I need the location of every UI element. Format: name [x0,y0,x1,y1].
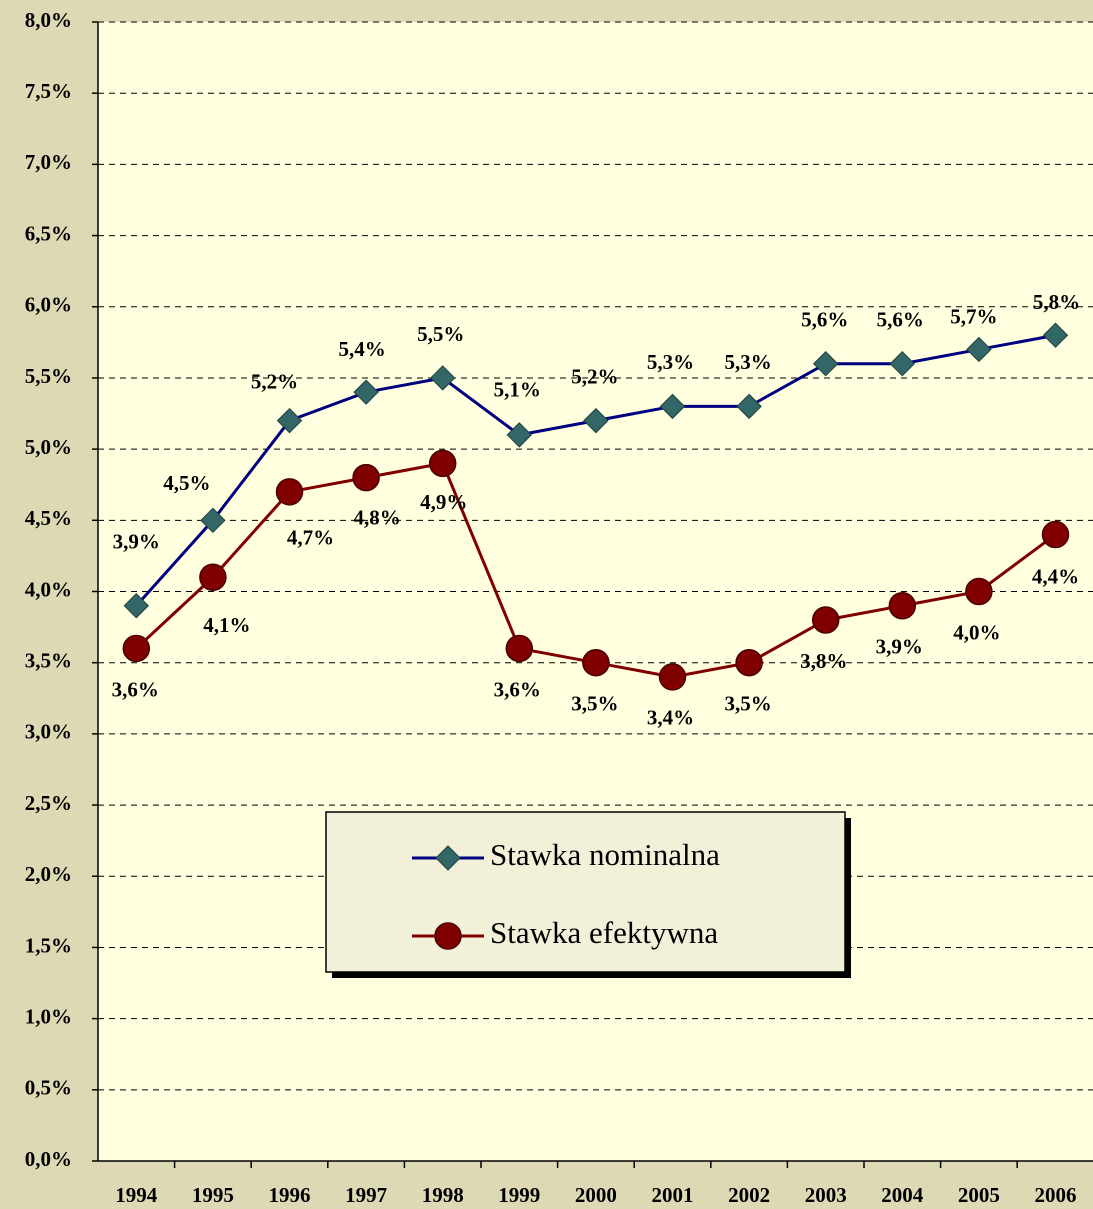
data-label: 3,9% [876,635,923,659]
x-tick-label: 2005 [958,1183,1000,1207]
x-tick-label: 2001 [652,1183,694,1207]
x-tick-label: 1999 [498,1183,540,1207]
data-label: 5,7% [950,304,997,328]
y-tick-label: 2,0% [25,862,72,886]
data-label: 5,1% [494,378,541,402]
y-tick-label: 0,5% [25,1076,72,1100]
data-label: 4,1% [203,613,250,637]
y-tick-label: 1,5% [25,933,72,957]
data-label: 5,3% [724,350,771,374]
y-tick-label: 4,0% [25,577,72,601]
y-tick-label: 8,0% [25,8,72,32]
data-label: 4,8% [353,505,400,529]
marker [200,507,226,534]
data-label: 3,8% [800,649,847,673]
data-label: 3,6% [494,677,541,701]
marker [811,606,840,634]
marker [275,478,304,506]
marker [735,648,763,677]
marker [888,591,917,620]
marker [435,845,461,871]
marker [582,648,610,677]
marker [353,379,379,405]
data-label: 4,4% [1032,564,1079,588]
y-tick-label: 3,0% [25,720,72,744]
y-tick-label: 3,5% [25,649,72,673]
x-tick-label: 2002 [728,1183,770,1207]
y-tick-label: 7,0% [25,150,72,174]
y-tick-label: 5,0% [25,435,72,459]
data-label: 5,2% [251,369,298,393]
x-tick-label: 2003 [805,1183,847,1207]
y-tick-label: 6,0% [25,293,72,317]
data-label: 5,4% [338,337,385,361]
x-tick-label: 1996 [269,1183,311,1207]
x-tick-label: 1994 [115,1183,158,1207]
legend-label: Stawka efektywna [490,915,718,950]
marker [659,393,686,420]
x-tick-label: 2004 [881,1183,924,1207]
marker [276,407,303,434]
legend-label: Stawka nominalna [490,837,720,872]
marker [429,365,456,391]
marker [434,922,462,950]
y-tick-label: 6,5% [25,221,72,245]
marker [1042,322,1069,348]
data-label: 3,6% [112,677,159,701]
marker [122,634,151,663]
data-label: 4,7% [287,526,334,550]
y-tick-label: 7,5% [25,79,72,103]
y-tick-label: 1,0% [25,1004,72,1028]
data-label: 4,0% [953,620,1000,644]
marker [889,350,916,377]
y-tick-label: 4,5% [25,506,72,530]
data-label: 4,5% [163,471,210,495]
x-tick-label: 1997 [345,1183,387,1207]
y-tick-label: 2,5% [25,791,72,815]
marker [123,593,150,619]
x-tick-label: 1998 [422,1183,464,1207]
legend [325,811,846,973]
marker [352,463,380,492]
marker [506,422,533,448]
data-label: 3,5% [571,692,618,716]
data-label: 5,6% [877,308,924,332]
data-label: 5,5% [417,322,464,346]
x-tick-label: 1995 [192,1183,234,1207]
marker [199,563,227,592]
y-tick-label: 0,0% [25,1147,72,1171]
x-tick-label: 2006 [1035,1183,1077,1207]
data-label: 3,4% [647,706,694,730]
data-label: 5,6% [801,308,848,332]
data-label: 3,5% [724,692,771,716]
y-tick-label: 5,5% [25,364,72,388]
marker [966,336,992,363]
data-label: 4,9% [420,490,467,514]
marker [428,449,457,478]
data-label: 3,9% [113,530,160,554]
marker [583,407,609,434]
marker [1041,520,1070,549]
data-label: 5,3% [647,350,694,374]
data-label: 5,8% [1033,290,1080,314]
marker [505,634,534,663]
x-tick-label: 2000 [575,1183,617,1207]
data-label: 5,2% [571,364,618,388]
marker [812,350,839,377]
marker [658,663,687,691]
marker [736,393,762,420]
marker [965,577,993,606]
